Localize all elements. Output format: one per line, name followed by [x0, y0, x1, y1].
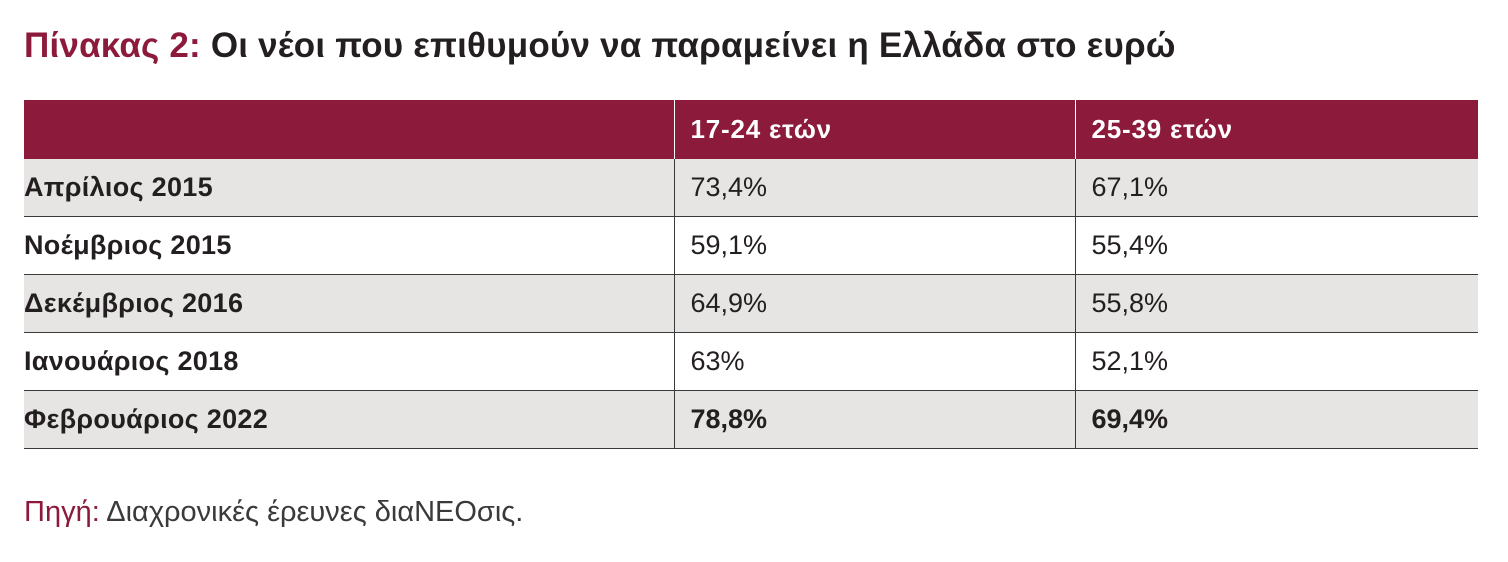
column-header-17-24: 17-24 ετών — [673, 100, 1075, 159]
table-row: Δεκέμβριος 2016 64,9% 55,8% — [24, 274, 1478, 333]
cell-25-39: 69,4% — [1074, 390, 1478, 449]
cell-25-39: 55,8% — [1074, 274, 1478, 333]
cell-17-24: 73,4% — [673, 159, 1075, 217]
row-label: Φεβρουάριος 2022 — [24, 390, 674, 449]
table-title-text: Οι νέοι που επιθυμούν να παραμείνει η Ελ… — [210, 26, 1176, 65]
cell-25-39: 55,4% — [1074, 216, 1478, 275]
row-label: Απρίλιος 2015 — [24, 159, 674, 217]
table-row: Απρίλιος 2015 73,4% 67,1% — [24, 159, 1478, 217]
cell-25-39: 67,1% — [1074, 159, 1478, 217]
table-title: Πίνακας 2: Οι νέοι που επιθυμούν να παρα… — [24, 26, 1176, 66]
table-row: Ιανουάριος 2018 63% 52,1% — [24, 332, 1478, 391]
table-row: Φεβρουάριος 2022 78,8% 69,4% — [24, 390, 1478, 449]
source-prefix: Πηγή: — [24, 496, 100, 528]
row-label: Ιανουάριος 2018 — [24, 332, 674, 391]
cell-17-24: 63% — [673, 332, 1075, 391]
row-label: Νοέμβριος 2015 — [24, 216, 674, 275]
source-note: Πηγή: Διαχρονικές έρευνες διαΝΕΟσις. — [24, 496, 523, 529]
cell-17-24: 59,1% — [673, 216, 1075, 275]
data-table: 17-24 ετών 25-39 ετών Απρίλιος 2015 73,4… — [24, 100, 1478, 449]
cell-17-24: 64,9% — [673, 274, 1075, 333]
row-label: Δεκέμβριος 2016 — [24, 274, 674, 333]
column-header-label — [24, 100, 674, 159]
source-text: Διαχρονικές έρευνες διαΝΕΟσις. — [106, 496, 524, 528]
cell-25-39: 52,1% — [1074, 332, 1478, 391]
table-row: Νοέμβριος 2015 59,1% 55,4% — [24, 216, 1478, 275]
cell-17-24: 78,8% — [673, 390, 1075, 449]
header-row: 17-24 ετών 25-39 ετών — [24, 100, 1478, 159]
table-title-prefix: Πίνακας 2: — [24, 26, 201, 65]
column-header-25-39: 25-39 ετών — [1074, 100, 1478, 159]
